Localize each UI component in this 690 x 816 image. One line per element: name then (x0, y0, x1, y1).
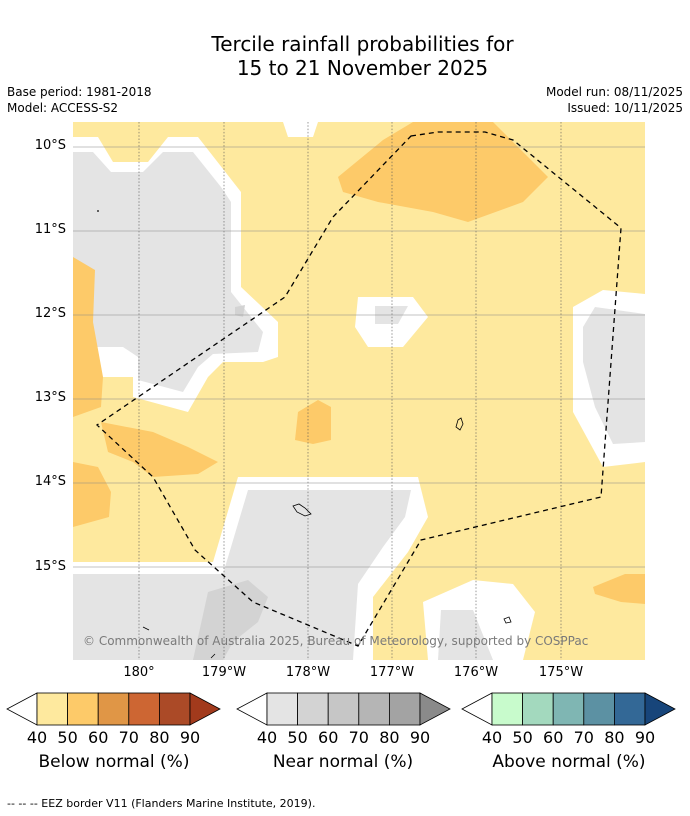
colorbar-tick-label: 70 (573, 728, 594, 747)
map-title-line2: 15 to 21 November 2025 (236, 56, 489, 80)
colorbar-segment (327, 692, 360, 726)
colorbar-tick-label: 80 (604, 728, 625, 747)
lon-label: 175°W (538, 665, 584, 680)
near-normal-areas (73, 152, 645, 660)
colorbar-title-near: Near normal (%) (272, 752, 414, 772)
colorbar-segment (97, 692, 130, 726)
colorbar-tick-label: 40 (481, 728, 503, 747)
lat-label: 10°S (34, 138, 66, 153)
islands (142, 417, 512, 659)
colorbar-segment (297, 692, 329, 726)
lon-label: 176°W (453, 665, 499, 680)
colorbar-tick-label: 50 (287, 728, 308, 747)
latitude-gridlines (73, 146, 645, 568)
colorbar-left-arrow (6, 692, 38, 726)
lat-label: 13°S (34, 390, 66, 405)
lon-label: 177°W (369, 665, 415, 680)
lon-label: 178°W (285, 665, 331, 680)
colorbar-right-arrow (189, 692, 221, 726)
colorbar-tick-label: 50 (57, 728, 78, 747)
colorbar-segment (128, 692, 160, 726)
model-run: Model run: 08/11/2025 (545, 85, 683, 99)
colorbar-segment (614, 692, 646, 726)
colorbar-tick-label: 70 (118, 728, 139, 747)
near-normal-50-areas (193, 305, 268, 660)
model-name: Model: ACCESS-S2 (7, 101, 119, 115)
eez-border (95, 131, 622, 647)
lat-label: 14°S (34, 474, 66, 489)
lat-label: 15°S (34, 559, 66, 574)
colorbar-segment (522, 692, 554, 726)
colorbar-tick-label: 40 (26, 728, 48, 747)
colorbar-left-arrow (236, 692, 268, 726)
colorbar-tick-label: 60 (543, 728, 564, 747)
colorbar-segment (158, 692, 191, 726)
longitude-gridlines (138, 122, 562, 660)
colorbar-tick-label: 70 (348, 728, 369, 747)
colorbar-above-normal (461, 692, 676, 726)
lat-label: 11°S (34, 222, 66, 237)
colorbar-segment (67, 692, 99, 726)
colorbar-title-above: Above normal (%) (492, 752, 646, 772)
colorbar-tick-label: 60 (88, 728, 109, 747)
base-period: Base period: 1981-2018 (7, 85, 152, 99)
colorbar-segment (552, 692, 585, 726)
copyright-notice: © Commonwealth of Australia 2025, Bureau… (83, 634, 589, 648)
colorbar-segment (358, 692, 390, 726)
lat-label: 12°S (34, 306, 66, 321)
colorbar-tick-label: 60 (318, 728, 339, 747)
colorbar-segment (36, 692, 69, 726)
issued-date: Issued: 10/11/2025 (567, 101, 683, 115)
eez-legend-footer: -- -- -- EEZ border V11 (Flanders Marine… (7, 797, 316, 810)
colorbar-right-arrow (644, 692, 676, 726)
colorbar-tick-label: 40 (256, 728, 278, 747)
map-title-line1: Tercile rainfall probabilities for (211, 32, 514, 56)
lon-label: 179°W (201, 665, 247, 680)
colorbar-tick-label: 80 (149, 728, 170, 747)
colorbar-segment (266, 692, 299, 726)
colorbars (6, 692, 676, 726)
colorbar-right-arrow (419, 692, 451, 726)
colorbar-tick-label: 90 (634, 728, 656, 747)
colorbar-segment (491, 692, 524, 726)
colorbar-tick-label: 90 (179, 728, 201, 747)
colorbar-title-below: Below normal (%) (38, 752, 190, 772)
colorbar-segment (583, 692, 615, 726)
colorbar-segment (388, 692, 421, 726)
colorbar-left-arrow (461, 692, 493, 726)
lon-label: 180° (123, 665, 155, 680)
forecast-map (73, 122, 645, 660)
colorbar-below-normal (6, 692, 221, 726)
colorbar-tick-label: 80 (379, 728, 400, 747)
colorbar-tick-label: 90 (409, 728, 431, 747)
colorbar-tick-label: 50 (512, 728, 533, 747)
colorbar-near-normal (236, 692, 451, 726)
